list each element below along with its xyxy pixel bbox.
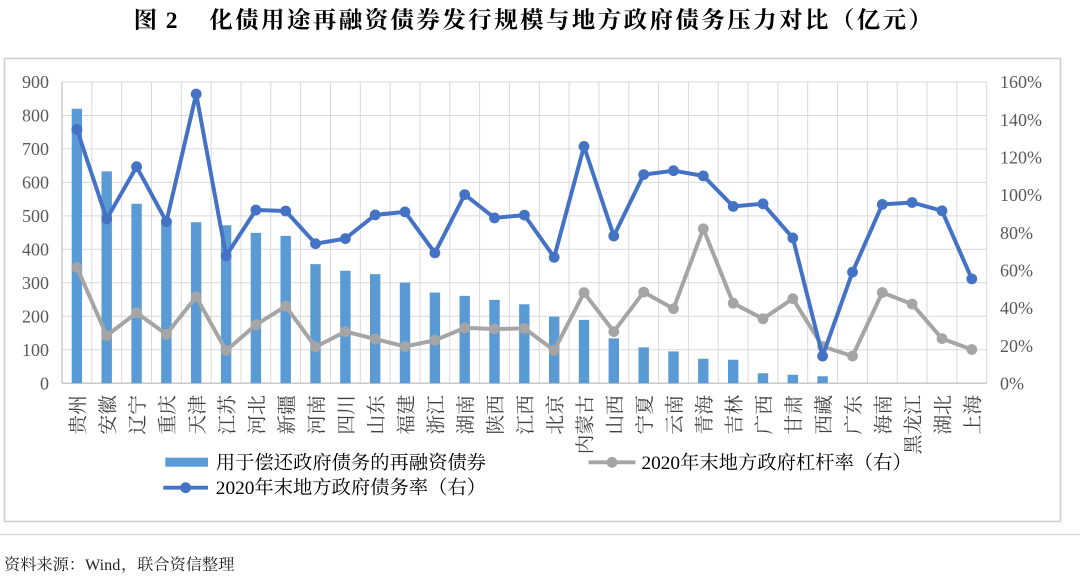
svg-text:0%: 0% xyxy=(1000,373,1024,393)
svg-text:100%: 100% xyxy=(1000,185,1042,205)
svg-text:800: 800 xyxy=(22,106,49,126)
svg-text:900: 900 xyxy=(22,72,49,92)
svg-text:0: 0 xyxy=(40,373,49,393)
svg-text:2020: 2020 xyxy=(642,453,681,474)
svg-text:500: 500 xyxy=(22,206,49,226)
svg-text:300: 300 xyxy=(22,273,49,293)
svg-text:2: 2 xyxy=(166,8,178,34)
svg-text:2020: 2020 xyxy=(216,478,255,499)
svg-text:60%: 60% xyxy=(1000,260,1033,280)
svg-text:400: 400 xyxy=(22,240,49,260)
svg-text:100: 100 xyxy=(22,340,49,360)
svg-text:20%: 20% xyxy=(1000,336,1033,356)
svg-text:700: 700 xyxy=(22,139,49,159)
svg-text:160%: 160% xyxy=(1000,72,1042,92)
svg-text:600: 600 xyxy=(22,173,49,193)
svg-text:140%: 140% xyxy=(1000,110,1042,130)
svg-text:120%: 120% xyxy=(1000,148,1042,168)
svg-text:Wind: Wind xyxy=(85,556,120,574)
svg-text:40%: 40% xyxy=(1000,298,1033,318)
svg-text:200: 200 xyxy=(22,307,49,327)
svg-text:80%: 80% xyxy=(1000,223,1033,243)
